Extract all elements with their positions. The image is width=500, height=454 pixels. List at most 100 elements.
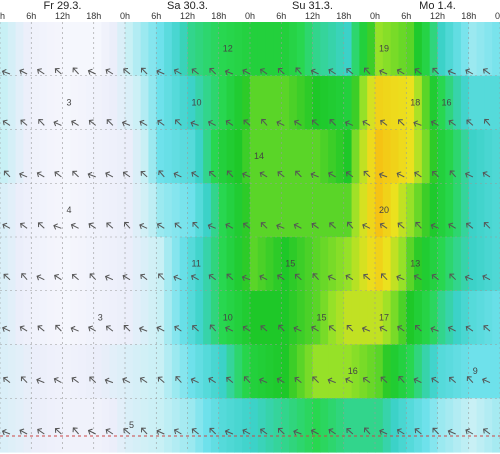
heat-cell <box>335 183 345 238</box>
wind-arrow-shaft <box>293 430 302 435</box>
wind-arrow-shaft <box>157 326 165 332</box>
heat-cell <box>304 129 314 184</box>
wind-arrow-head <box>379 428 385 435</box>
hour-tick-label: 18h <box>461 11 476 21</box>
heat-cell <box>257 398 267 453</box>
wind-arrow-head <box>53 377 59 383</box>
hour-tick-label: 6h <box>151 11 161 21</box>
wind-arrow <box>191 68 199 75</box>
heat-cell <box>39 344 48 399</box>
wind-arrow-shaft <box>88 173 96 178</box>
wind-arrow <box>173 171 182 178</box>
wind-arrow-shaft <box>54 378 62 384</box>
wind-arrow-head <box>71 376 77 383</box>
wind-arrow <box>379 222 388 229</box>
heat-cell <box>250 237 259 292</box>
wind-arrow-shaft <box>225 223 234 229</box>
heat-cell <box>125 344 134 399</box>
wind-arrow <box>295 67 302 75</box>
wind-arrow-head <box>54 427 60 433</box>
wind-arrow <box>225 325 234 332</box>
heat-cell <box>46 344 56 399</box>
heat-cell <box>101 344 110 399</box>
wind-arrow-shaft <box>122 121 131 126</box>
wind-arrow-shaft <box>482 378 491 384</box>
heat-cell <box>328 129 337 184</box>
heat-cell <box>23 129 32 184</box>
wind-arrow <box>156 222 165 229</box>
heat-cell <box>7 290 17 346</box>
heat-cell <box>39 237 48 292</box>
wind-arrow-head <box>19 428 25 435</box>
heat-cell <box>367 183 376 238</box>
heat-cell <box>226 344 235 399</box>
heat-cell <box>132 290 142 346</box>
wind-arrow-shaft <box>482 275 491 281</box>
heat-cell <box>304 290 314 346</box>
wind-arrow-head <box>483 118 490 124</box>
heat-cell <box>492 237 500 292</box>
heat-cell <box>7 398 17 453</box>
wind-arrow-shaft <box>3 377 11 383</box>
wind-arrow-shaft <box>191 378 199 384</box>
wind-arrow <box>122 274 131 281</box>
heat-cell <box>210 290 220 346</box>
wind-arrow-shaft <box>345 121 354 126</box>
wind-arrow-shaft <box>156 430 165 435</box>
wind-arrow <box>362 119 371 126</box>
wind-arrow-head <box>70 222 76 229</box>
wind-arrow-head <box>447 325 453 332</box>
wind-arrow <box>432 427 439 435</box>
heat-cell <box>289 183 298 238</box>
wind-arrow <box>209 427 217 435</box>
wind-arrow-head <box>88 325 93 332</box>
wind-arrow-head <box>259 377 264 384</box>
heat-cell <box>484 183 493 238</box>
wind-arrow <box>156 68 165 75</box>
wind-arrow <box>415 324 422 332</box>
wind-arrow <box>276 223 285 230</box>
wind-arrow <box>174 222 182 229</box>
heat-cell <box>250 398 259 453</box>
wind-arrow-head <box>294 119 299 126</box>
heat-cell <box>109 183 118 238</box>
wind-arrow-head <box>190 377 196 384</box>
wind-arrow-shaft <box>260 222 268 229</box>
wind-arrow-shaft <box>278 324 285 332</box>
heat-cell <box>351 183 360 238</box>
hour-tick-label: 6h <box>26 11 36 21</box>
heat-cell <box>351 398 360 453</box>
wind-arrow-head <box>122 171 128 177</box>
hour-tick-label: 0h <box>245 11 255 21</box>
heat-cell <box>101 75 110 131</box>
wind-arrow-shaft <box>174 326 182 332</box>
heat-cell <box>179 344 189 399</box>
wind-arrow-head <box>158 273 163 279</box>
heat-cell <box>117 290 126 346</box>
wind-arrow <box>277 273 285 281</box>
heat-cell <box>406 290 415 346</box>
wind-arrow-head <box>123 324 129 330</box>
heat-cell <box>46 22 56 77</box>
wind-arrow-shaft <box>123 428 131 435</box>
heat-cell <box>492 22 500 77</box>
wind-arrow-shaft <box>55 68 62 75</box>
wind-arrow-head <box>379 68 384 75</box>
wind-arrow-shaft <box>141 427 148 435</box>
heat-cell <box>281 237 290 292</box>
heat-cell <box>171 344 181 399</box>
wind-arrow-head <box>344 120 350 127</box>
heat-cell <box>46 237 56 292</box>
wind-arrow-head <box>209 67 215 73</box>
wind-arrow-head <box>278 324 284 330</box>
heat-cell <box>226 237 235 292</box>
wind-arrow-shaft <box>157 223 165 229</box>
wind-arrow-shaft <box>449 273 457 281</box>
wind-arrow <box>432 67 439 75</box>
wind-arrow <box>88 222 96 229</box>
wind-arrow-shaft <box>106 325 114 332</box>
wind-arrow-shaft <box>88 70 96 75</box>
heat-cell <box>93 290 103 346</box>
wind-arrow-shaft <box>242 69 251 75</box>
wind-arrow-shaft <box>363 274 371 281</box>
